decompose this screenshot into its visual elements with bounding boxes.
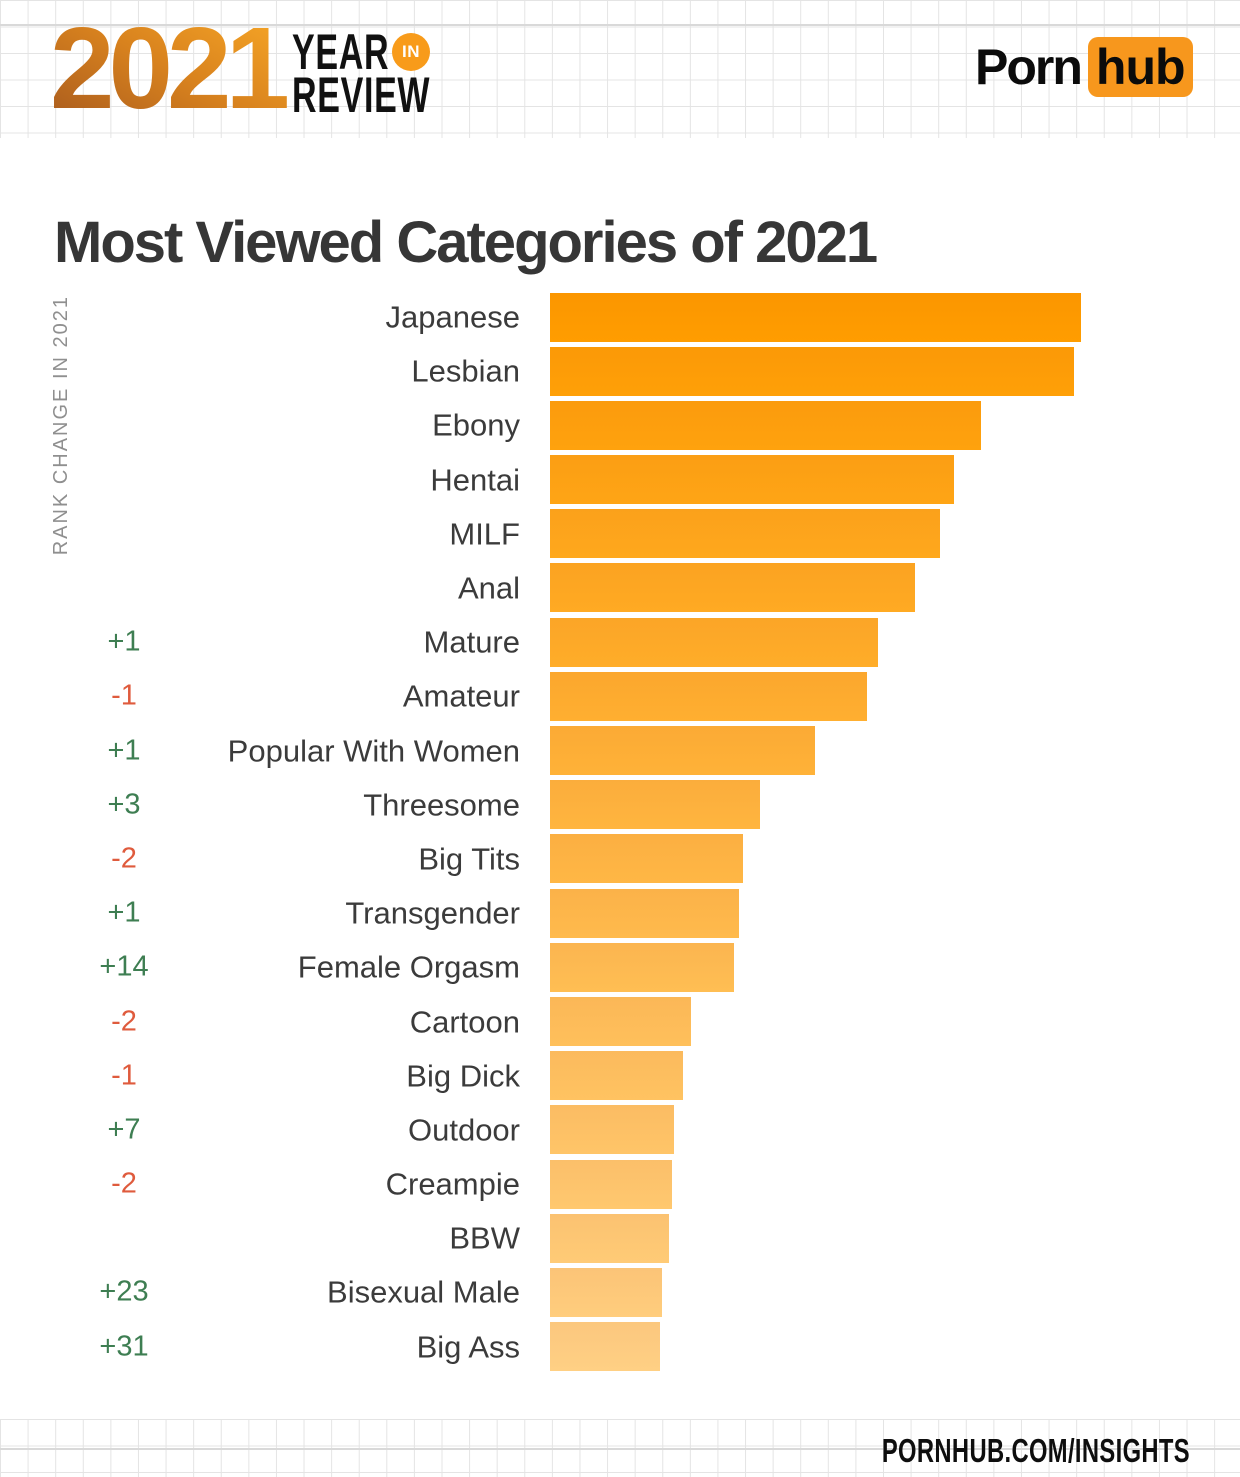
logo-hub-box: hub <box>1087 37 1193 97</box>
chart-row: Lesbian <box>0 344 1240 398</box>
footer-insights-url: PORNHUB.COM/INSIGHTS <box>881 1432 1190 1469</box>
chart-row: -1 Big Dick <box>0 1049 1240 1103</box>
logo-hub-text: hub <box>1095 39 1186 95</box>
category-bar <box>550 834 743 884</box>
chart-row: +3 Threesome <box>0 778 1240 832</box>
chart-row: -2 Cartoon <box>0 994 1240 1048</box>
chart-row: +14 Female Orgasm <box>0 940 1240 994</box>
category-label: Bisexual Male <box>327 1274 520 1310</box>
top-grid-heavy-line <box>0 24 1240 26</box>
bottom-grid-heavy-line <box>0 1448 1240 1450</box>
category-bar <box>550 888 740 938</box>
category-label: Anal <box>457 570 520 606</box>
chart-row: -2 Creampie <box>0 1157 1240 1211</box>
category-label: Big Dick <box>406 1058 520 1094</box>
rank-change-label: -2 <box>111 1005 137 1038</box>
review-word: REVIEW <box>292 67 431 123</box>
chart-row: +1 Popular With Women <box>0 724 1240 778</box>
chart-row: +7 Outdoor <box>0 1103 1240 1157</box>
chart-row: -2 Big Tits <box>0 832 1240 886</box>
chart-row: -1 Amateur <box>0 669 1240 723</box>
year-2021-text: 2021 <box>50 8 288 123</box>
rank-change-label: -1 <box>111 1059 137 1092</box>
category-label: Creampie <box>385 1166 520 1202</box>
category-label: Threesome <box>363 787 520 823</box>
bar-chart: Japanese Lesbian Ebony Hentai MILF Anal +1 Matu… <box>0 290 1240 1374</box>
chart-row: BBW <box>0 1211 1240 1265</box>
category-bar <box>550 346 1075 396</box>
category-bar <box>550 1051 683 1101</box>
category-label: Popular With Women <box>227 733 520 769</box>
category-bar <box>550 1105 675 1155</box>
category-label: Female Orgasm <box>297 949 520 985</box>
in-circle-badge: IN <box>392 33 430 71</box>
category-bar <box>550 1267 663 1317</box>
category-label: Outdoor <box>407 1112 520 1148</box>
pornhub-logo: Porn hub <box>975 37 1193 97</box>
category-label: Ebony <box>432 407 520 443</box>
rank-change-label: +1 <box>107 734 141 767</box>
rank-change-label: +31 <box>99 1330 149 1363</box>
category-label: Hentai <box>430 462 520 498</box>
category-bar <box>550 942 735 992</box>
chart-row: +1 Mature <box>0 615 1240 669</box>
chart-row: +31 Big Ass <box>0 1320 1240 1374</box>
year-2021-logo: 2021 <box>50 8 294 123</box>
chart-row: Anal <box>0 561 1240 615</box>
rank-change-label: +3 <box>107 788 141 821</box>
logo-porn-text: Porn <box>975 39 1083 95</box>
category-bar <box>550 1159 673 1209</box>
rank-change-label: -2 <box>111 842 137 875</box>
rank-change-label: +7 <box>107 1113 141 1146</box>
category-label: Big Ass <box>416 1329 520 1365</box>
rank-change-label: -1 <box>111 679 137 712</box>
rank-change-label: +1 <box>107 896 141 929</box>
rank-change-label: +23 <box>99 1275 149 1308</box>
category-label: Cartoon <box>409 1004 520 1040</box>
category-bar <box>550 1213 669 1263</box>
category-bar <box>550 780 760 830</box>
category-bar <box>550 617 879 667</box>
chart-row: +1 Transgender <box>0 886 1240 940</box>
category-label: Big Tits <box>418 841 520 877</box>
category-label: Japanese <box>385 299 520 335</box>
category-label: Lesbian <box>411 353 520 389</box>
in-word: IN <box>402 42 420 61</box>
page-title: Most Viewed Categories of 2021 <box>54 209 878 275</box>
rank-change-label: +14 <box>99 950 149 983</box>
category-label: Transgender <box>345 895 520 931</box>
category-bar <box>550 996 692 1046</box>
category-bar <box>550 671 867 721</box>
year-word: YEAR <box>292 24 390 80</box>
category-bar <box>550 563 915 613</box>
top-grid-pattern <box>0 0 1240 138</box>
category-label: MILF <box>449 516 520 552</box>
category-bar <box>550 1322 660 1372</box>
chart-row: Japanese <box>0 290 1240 344</box>
chart-row: MILF <box>0 507 1240 561</box>
chart-row: +23 Bisexual Male <box>0 1265 1240 1319</box>
category-bar <box>550 726 815 775</box>
chart-row: Hentai <box>0 453 1240 507</box>
category-bar <box>550 400 982 450</box>
category-label: BBW <box>449 1220 520 1256</box>
year-in-review-lockup: YEAR REVIEW IN <box>292 24 492 123</box>
category-bar <box>550 455 955 505</box>
rank-change-label: -2 <box>111 1167 137 1200</box>
chart-row: Ebony <box>0 398 1240 452</box>
category-bar <box>550 509 940 559</box>
rank-change-label: +1 <box>107 625 141 658</box>
category-label: Amateur <box>402 678 520 714</box>
category-bar <box>550 292 1081 342</box>
category-label: Mature <box>423 624 520 660</box>
